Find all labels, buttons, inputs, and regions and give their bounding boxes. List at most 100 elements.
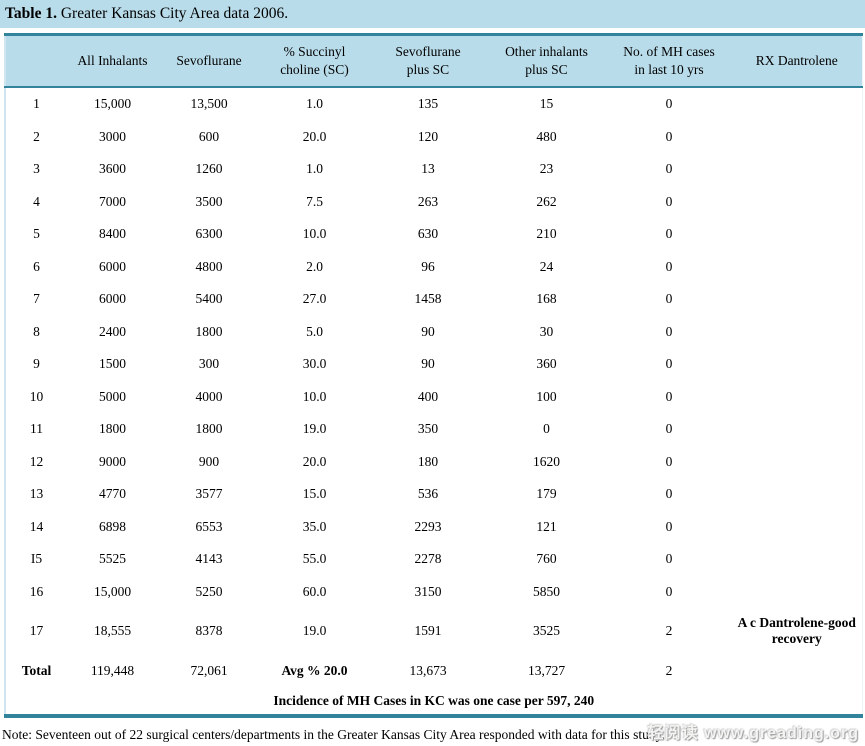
- table-cell: 2: [665, 662, 673, 678]
- table-cell: 1.0: [306, 96, 323, 112]
- table-cell: 35.0: [302, 518, 327, 534]
- table-cell: [732, 576, 862, 609]
- table-row: 17 18,555 8378 19.0 1591 3525 2 A c Dantrolene-…: [5, 608, 862, 653]
- table-cell: [732, 511, 862, 544]
- table-cell: 300: [198, 356, 220, 372]
- incidence-row: Incidence of MH Cases in KC was one case…: [5, 688, 862, 716]
- row-label: 8: [33, 323, 40, 339]
- table-cell: 630: [417, 226, 439, 242]
- table-cell: 20.0: [302, 453, 327, 469]
- table-cell: 90: [421, 356, 435, 372]
- table-cell: 27.0: [302, 291, 327, 307]
- table-cell: 263: [417, 193, 439, 209]
- table-cell: 3500: [195, 193, 223, 209]
- row-label: 9: [33, 356, 40, 372]
- table-cell: 0: [665, 193, 673, 209]
- table-cell: 1800: [99, 421, 126, 437]
- row-label: 11: [30, 421, 43, 437]
- table-cell: [732, 653, 862, 688]
- table-cell: 13,673: [409, 662, 447, 678]
- table-cell: [732, 121, 862, 154]
- table-cell: 1500: [99, 356, 126, 372]
- table-cell: [732, 348, 862, 381]
- table-cell: [732, 283, 862, 316]
- table-cell: 480: [536, 128, 557, 144]
- table-cell: 2400: [99, 323, 126, 339]
- table-row: 1 15,000 13,500 1.0 135 15 0: [5, 87, 862, 121]
- table-cell: 121: [536, 518, 557, 534]
- table-cell: 0: [665, 226, 673, 242]
- table-cell: 0: [665, 388, 673, 404]
- table-cell: 3577: [195, 486, 223, 502]
- note-text: Note: Seventeen out of 22 surgical cente…: [2, 727, 665, 742]
- table-cell: 1800: [195, 421, 223, 437]
- table-cell: 6000: [99, 291, 126, 307]
- table-cell: 2293: [414, 518, 442, 534]
- table-row: 9 1500 300 30.0 90 360 0: [5, 348, 862, 381]
- column-header: Sevoflurane plus SC: [369, 34, 487, 88]
- row-label: 17: [29, 622, 44, 638]
- table-cell: 6300: [195, 226, 223, 242]
- table-cell: 0: [665, 96, 673, 112]
- table-cell: 4770: [99, 486, 126, 502]
- table-cell: 3150: [414, 583, 442, 599]
- table-cell: 90: [421, 323, 435, 339]
- table-cell: 9000: [99, 453, 126, 469]
- table-cell: 3525: [533, 622, 560, 638]
- table-cell: 119,448: [90, 662, 135, 678]
- table-cell: 30.0: [302, 356, 327, 372]
- table-cell: 24: [539, 258, 554, 274]
- table-cell: 0: [665, 518, 673, 534]
- table-cell: 23: [539, 161, 554, 177]
- incidence-banner: Incidence of MH Cases in KC was one case…: [273, 693, 595, 709]
- table-row: 11 1800 1800 19.0 350 0 0: [5, 413, 862, 446]
- table-cell: [732, 446, 862, 479]
- table-cell: [732, 478, 862, 511]
- table-cell: 18,555: [93, 622, 132, 638]
- table-cell: [732, 251, 862, 284]
- table-cell: [732, 153, 862, 186]
- table-cell: 15,000: [93, 96, 132, 112]
- table-cell: 1591: [414, 622, 442, 638]
- table-row: Total 119,448 72,061 Avg % 20.0 13,673 13,727…: [5, 653, 862, 688]
- table-row: I5 5525 4143 55.0 2278 760 0: [5, 543, 862, 576]
- table-cell: [732, 381, 862, 414]
- row-label: 12: [29, 453, 44, 469]
- table-cell: 179: [536, 486, 557, 502]
- table-cell: 60.0: [302, 583, 327, 599]
- table-cell: 10.0: [302, 388, 327, 404]
- table-cell: [732, 218, 862, 251]
- table-cell: 13,500: [190, 96, 228, 112]
- table-cell: 0: [665, 551, 673, 567]
- table-cell: 6000: [99, 258, 126, 274]
- table-cell: 400: [417, 388, 439, 404]
- table-cell: 10.0: [302, 226, 327, 242]
- row-label: 7: [33, 291, 40, 307]
- table-cell: 900: [198, 453, 220, 469]
- table-cell: 0: [665, 291, 673, 307]
- table-cell: 8400: [99, 226, 126, 242]
- table-cell: 13: [421, 161, 435, 177]
- table-cell: 0: [665, 258, 673, 274]
- table-cell: 19.0: [302, 421, 327, 437]
- table-cell: 3600: [99, 161, 126, 177]
- table-cell: 96: [421, 258, 435, 274]
- table-cell: 0: [665, 128, 673, 144]
- table-row: 12 9000 900 20.0 180 1620 0: [5, 446, 862, 479]
- table-cell: 13,727: [527, 662, 566, 678]
- table-cell: 350: [417, 421, 439, 437]
- table-cell: 760: [536, 551, 557, 567]
- row-label: 5: [33, 226, 40, 242]
- row-label: 4: [33, 193, 40, 209]
- data-table: All Inhalants Sevoflurane% Succinyl choli…: [4, 33, 863, 718]
- table-cell: 8378: [195, 622, 223, 638]
- table-cell: 120: [417, 128, 439, 144]
- table-cell: 5850: [533, 583, 560, 599]
- table-cell: 262: [536, 193, 557, 209]
- row-label-header: [5, 34, 67, 88]
- table-cell: 2: [665, 622, 673, 638]
- table-cell: 15.0: [302, 486, 327, 502]
- table-cell: 15: [539, 96, 554, 112]
- table-row: 10 5000 4000 10.0 400 100 0: [5, 381, 862, 414]
- table-cell: [732, 186, 862, 219]
